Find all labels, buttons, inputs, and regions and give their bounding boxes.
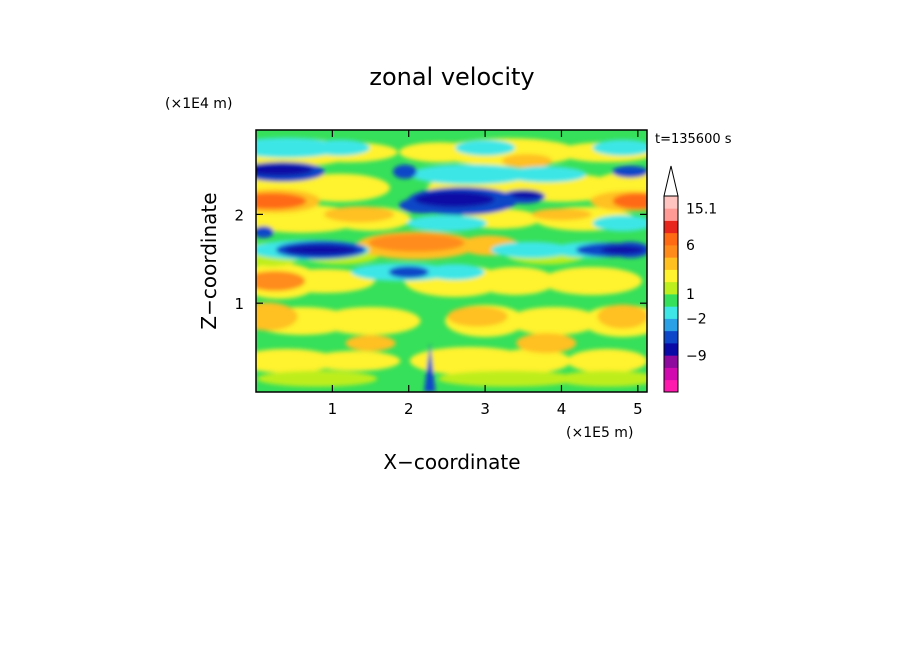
velocity-contour [392, 164, 417, 179]
y-tick-label: 2 [234, 206, 244, 224]
colorbar-label: 6 [686, 238, 695, 254]
velocity-contour [324, 206, 395, 223]
velocity-contour [438, 370, 579, 387]
x-tick-label: 1 [328, 400, 338, 418]
velocity-contour [256, 193, 307, 210]
x-axis-label: X−coordinate [383, 450, 520, 474]
heatmap-field [256, 130, 647, 392]
colorbar-swatch [664, 343, 678, 356]
x-axis-ticks: 1 2 3 4 5 [328, 130, 643, 418]
colorbar-swatch [664, 318, 678, 332]
velocity-contour [511, 190, 544, 199]
velocity-contour [256, 348, 337, 373]
colorbar-swatch [664, 379, 678, 393]
velocity-contour [612, 165, 647, 178]
colorbar-swatch [664, 257, 678, 270]
velocity-contour [567, 348, 647, 373]
colorbar-swatch [664, 367, 678, 381]
velocity-contour [256, 270, 306, 291]
velocity-contour [455, 139, 516, 156]
velocity-contour [542, 266, 643, 295]
colorbar-swatch [664, 281, 678, 295]
velocity-contour [612, 193, 647, 210]
chart-title: zonal velocity [369, 63, 534, 91]
colorbar: 15.1 6 1 −2 −9 [663, 165, 717, 393]
time-label: t=135600 s [655, 132, 732, 147]
colorbar-swatch [664, 196, 678, 209]
colorbar-swatch [664, 245, 678, 258]
y-tick-label: 1 [234, 295, 244, 313]
velocity-contour [290, 173, 391, 202]
velocity-contour [345, 335, 396, 352]
plot-frame [255, 129, 648, 393]
velocity-contour [409, 164, 530, 185]
velocity-contour [257, 370, 378, 387]
colorbar-label: 1 [686, 287, 695, 303]
velocity-contour [406, 215, 487, 232]
velocity-contour [310, 139, 371, 156]
velocity-contour [256, 226, 274, 239]
colorbar-swatch [664, 220, 678, 234]
colorbar-swatch [664, 330, 678, 344]
velocity-contour [447, 306, 508, 327]
colorbar-swatch [664, 306, 678, 319]
velocity-contour [256, 302, 298, 331]
colorbar-swatch [664, 355, 678, 368]
velocity-contour [310, 350, 401, 371]
y-axis-ticks: 12 [234, 206, 647, 313]
velocity-contour [274, 268, 375, 293]
velocity-contour [592, 215, 647, 232]
velocity-contour [320, 306, 421, 335]
colorbar-arrow [663, 165, 679, 197]
x-tick-label: 4 [557, 400, 567, 418]
x-tick-label: 3 [480, 400, 490, 418]
velocity-spike [424, 343, 436, 392]
colorbar-label: 15.1 [686, 201, 717, 217]
colorbar-frame [663, 195, 679, 393]
velocity-contour [368, 233, 465, 252]
velocity-contour [557, 370, 647, 387]
x-tick-label: 2 [404, 400, 414, 418]
velocity-contour [600, 245, 645, 254]
velocity-contour [388, 266, 429, 279]
colorbar-swatch [664, 232, 678, 246]
colorbar-label: −9 [686, 348, 707, 364]
x-tick-label: 5 [633, 400, 643, 418]
velocity-contour [424, 264, 485, 281]
y-axis-label: Z−coordinate [197, 192, 221, 329]
colorbar-swatch [664, 294, 678, 307]
velocity-contour [490, 241, 571, 258]
velocity-contour [490, 348, 571, 373]
colorbar-swatch [664, 208, 678, 221]
velocity-contour [516, 333, 577, 354]
heatmap-contours [256, 137, 647, 392]
velocity-contour [502, 154, 553, 169]
velocity-contour [531, 208, 592, 221]
x-unit-label: (×1E5 m) [566, 425, 633, 441]
velocity-contour [475, 266, 556, 295]
velocity-contour [506, 166, 587, 183]
colorbar-swatch [664, 269, 678, 283]
y-unit-label: (×1E4 m) [165, 96, 232, 112]
velocity-contour [508, 306, 599, 335]
velocity-contour [597, 304, 647, 329]
velocity-contour [256, 163, 313, 176]
velocity-contour [284, 244, 357, 255]
colorbar-label: −2 [686, 312, 707, 328]
velocity-contour [592, 139, 647, 156]
velocity-contour [414, 191, 495, 208]
